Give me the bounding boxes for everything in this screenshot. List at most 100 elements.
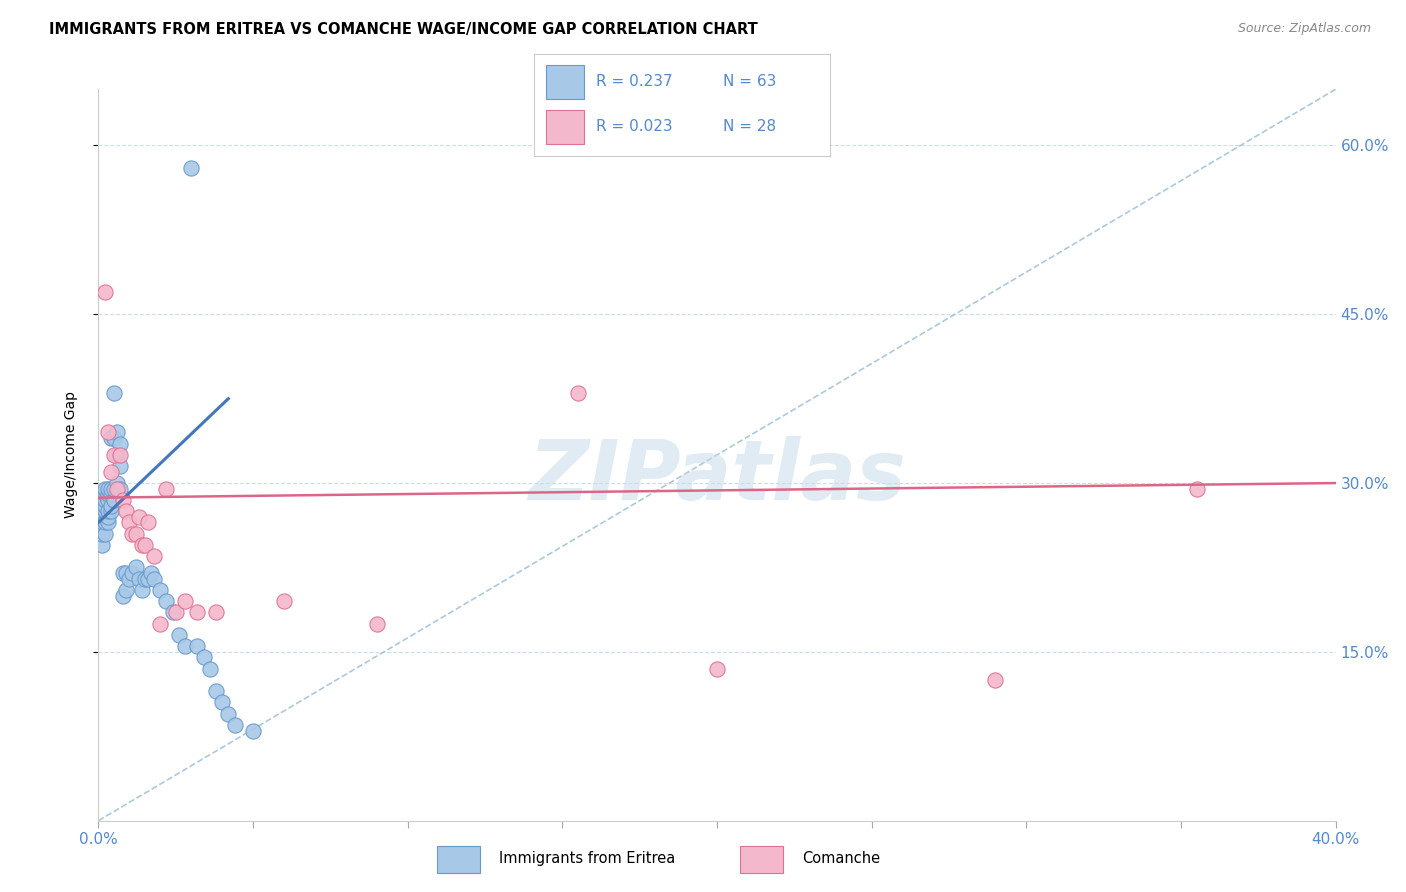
Point <box>103 448 125 462</box>
Point <box>128 572 150 586</box>
Point <box>139 566 162 580</box>
Bar <box>437 847 481 873</box>
Point <box>100 431 122 445</box>
Point <box>97 509 120 524</box>
Point <box>105 425 128 440</box>
Point <box>90 499 112 513</box>
Point <box>174 639 197 653</box>
Point <box>124 560 146 574</box>
Point <box>93 499 115 513</box>
Y-axis label: Wage/Income Gap: Wage/Income Gap <box>63 392 77 518</box>
Point <box>118 572 141 586</box>
Point <box>100 504 122 518</box>
Point <box>162 606 184 620</box>
Point <box>93 492 115 507</box>
Point <box>108 436 131 450</box>
Point <box>155 594 177 608</box>
Point <box>155 482 177 496</box>
Text: Immigrants from Eritrea: Immigrants from Eritrea <box>499 851 675 866</box>
Point <box>1185 482 1208 496</box>
Point <box>149 582 172 597</box>
Bar <box>546 110 585 144</box>
Point <box>136 572 159 586</box>
Point <box>115 504 138 518</box>
Point <box>224 718 246 732</box>
Text: N = 28: N = 28 <box>723 120 776 135</box>
Point <box>984 673 1007 687</box>
Point <box>567 386 589 401</box>
Text: ZIPatlas: ZIPatlas <box>529 436 905 517</box>
Point <box>103 482 125 496</box>
Text: Source: ZipAtlas.com: Source: ZipAtlas.com <box>1237 22 1371 36</box>
Point <box>97 516 120 530</box>
Point <box>211 696 233 710</box>
Bar <box>740 847 783 873</box>
Point <box>108 459 131 474</box>
Point <box>143 572 166 586</box>
Point <box>90 526 112 541</box>
Point <box>121 566 143 580</box>
Point <box>128 509 150 524</box>
Point <box>90 538 112 552</box>
Point <box>103 386 125 401</box>
Point <box>366 616 388 631</box>
Point <box>103 492 125 507</box>
Point <box>205 684 228 698</box>
Point <box>97 425 120 440</box>
Point <box>134 538 156 552</box>
Point <box>165 606 187 620</box>
Point <box>97 504 120 518</box>
Text: Comanche: Comanche <box>801 851 880 866</box>
Point <box>143 549 166 564</box>
Point <box>103 431 125 445</box>
Point <box>90 509 112 524</box>
Point <box>186 606 208 620</box>
Point <box>97 492 120 507</box>
Point <box>136 516 159 530</box>
Point <box>180 161 202 175</box>
Point <box>112 566 135 580</box>
Point <box>105 476 128 491</box>
Point <box>90 516 112 530</box>
Point <box>105 482 128 496</box>
Point <box>100 482 122 496</box>
Point <box>93 504 115 518</box>
Point <box>93 285 115 299</box>
Point <box>112 492 135 507</box>
Point <box>108 482 131 496</box>
Point <box>93 516 115 530</box>
Point <box>131 582 153 597</box>
Point <box>90 487 112 501</box>
Point <box>134 572 156 586</box>
Point <box>115 582 138 597</box>
Point <box>100 487 122 501</box>
Point <box>186 639 208 653</box>
Point <box>121 526 143 541</box>
Point <box>193 650 215 665</box>
Point <box>167 628 190 642</box>
Point <box>205 606 228 620</box>
Point <box>97 487 120 501</box>
Point <box>115 566 138 580</box>
Point <box>108 448 131 462</box>
Text: R = 0.237: R = 0.237 <box>596 74 673 89</box>
Bar <box>546 65 585 99</box>
Point <box>131 538 153 552</box>
Point <box>273 594 295 608</box>
Point <box>100 465 122 479</box>
Point <box>112 589 135 603</box>
Point <box>93 526 115 541</box>
Point <box>149 616 172 631</box>
Point <box>198 662 221 676</box>
Point <box>93 487 115 501</box>
Point <box>105 448 128 462</box>
Point <box>124 526 146 541</box>
Point <box>118 516 141 530</box>
Text: IMMIGRANTS FROM ERITREA VS COMANCHE WAGE/INCOME GAP CORRELATION CHART: IMMIGRANTS FROM ERITREA VS COMANCHE WAGE… <box>49 22 758 37</box>
Point <box>217 706 239 721</box>
Point <box>706 662 728 676</box>
Point <box>174 594 197 608</box>
Point <box>242 723 264 738</box>
Point <box>90 492 112 507</box>
Point <box>100 499 122 513</box>
